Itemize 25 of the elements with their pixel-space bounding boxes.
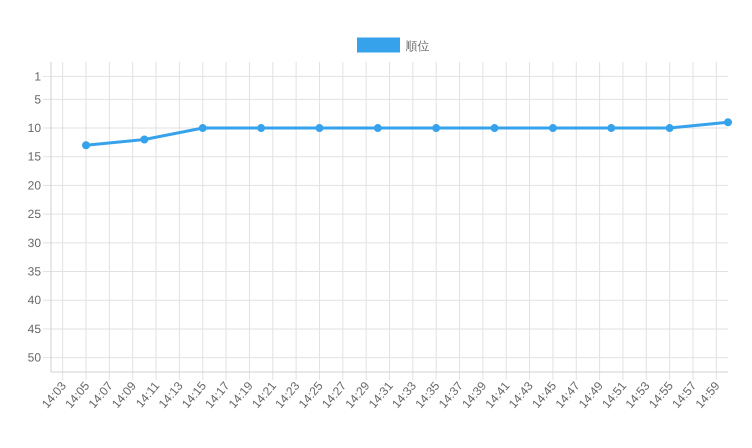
- y-tick-label: 10: [28, 121, 42, 136]
- y-tick-label: 40: [28, 293, 42, 308]
- point: [82, 141, 90, 150]
- y-tick-label: 5: [34, 92, 42, 106]
- point: [315, 124, 324, 132]
- point: [724, 118, 732, 126]
- y-tick-label: 30: [28, 236, 42, 250]
- point: [374, 124, 382, 132]
- y-tick-label: 45: [28, 322, 42, 336]
- point: [432, 124, 440, 132]
- y-tick-label: 35: [28, 264, 42, 279]
- point: [666, 124, 674, 132]
- point: [198, 124, 207, 132]
- point: [140, 136, 148, 144]
- point: [490, 124, 499, 132]
- y-tick-label: 20: [28, 178, 42, 192]
- legend-label: 順位: [406, 39, 430, 53]
- point: [607, 124, 616, 132]
- y-tick-label: 15: [28, 150, 42, 164]
- y-tick-label: 1: [34, 69, 42, 84]
- y-tick-label: 25: [28, 207, 42, 222]
- point: [548, 124, 557, 132]
- y-tick-label: 50: [28, 350, 42, 365]
- legend: 順位: [357, 38, 430, 53]
- point: [257, 124, 266, 132]
